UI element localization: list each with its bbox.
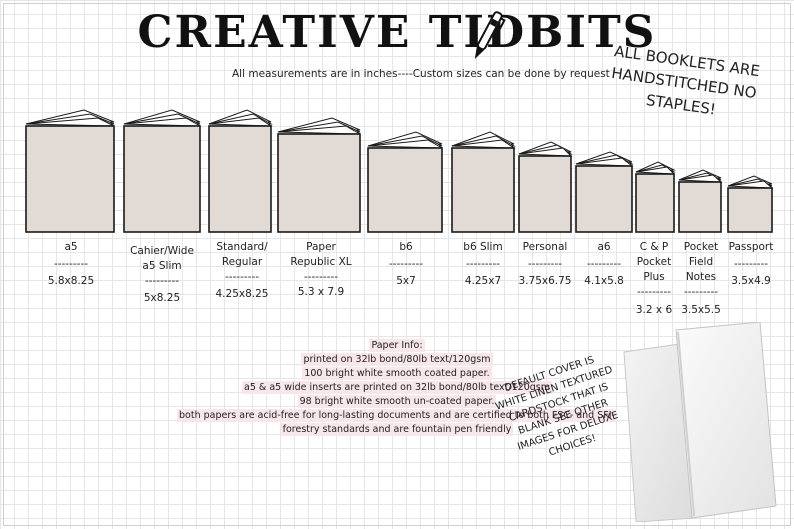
size-name: Standard/: [216, 241, 268, 253]
paper-info-line: Paper Info:: [369, 339, 425, 352]
size-dimensions: 5.8x8.25: [47, 275, 95, 287]
size-name: b6 Slim: [463, 241, 503, 253]
size-dimensions: 5x7: [396, 275, 416, 287]
booklet-paper-republic-xl: [276, 117, 362, 234]
booklet-passport: [726, 175, 774, 234]
size-label: b6 --------- 5x7: [366, 240, 446, 289]
brand-title: CREATIVE TIDBITS: [137, 7, 657, 58]
booklet-a6: [574, 151, 634, 234]
size-divider: ---------: [303, 271, 339, 283]
paper-info-row: 98 bright white smooth un-coated paper.: [0, 394, 794, 410]
size-name: b6: [399, 241, 413, 253]
booklet-cp-pocket-plus: [634, 161, 676, 234]
size-name: Cahier/Wide: [130, 245, 194, 257]
size-dimensions: 4.25x8.25: [215, 288, 269, 300]
size-dimensions: 3.5x5.5: [681, 304, 721, 316]
size-name: Paper: [306, 241, 336, 253]
size-dimensions: 3.5x4.9: [731, 275, 771, 287]
size-name: Regular: [221, 256, 263, 268]
size-dimensions: 3.75x6.75: [518, 275, 572, 287]
size-divider: ---------: [53, 258, 89, 270]
size-divider: ---------: [224, 271, 260, 283]
size-name: Passport: [728, 241, 774, 253]
size-dimensions: 4.1x5.8: [584, 275, 624, 287]
size-name: a5: [64, 241, 78, 253]
size-dimensions: 5x8.25: [143, 292, 181, 304]
size-name: Pocket: [683, 241, 719, 253]
size-divider: ---------: [527, 258, 563, 270]
size-name: C & P: [639, 241, 669, 253]
paper-info-line: 100 bright white smooth coated paper.: [302, 367, 492, 380]
size-label: a6 --------- 4.1x5.8: [576, 240, 632, 289]
size-label: Passport --------- 3.5x4.9: [724, 240, 778, 289]
booklet-b6: [366, 131, 444, 234]
paper-info-line: forestry standards and are fountain pen …: [280, 423, 514, 436]
size-name: a5 Slim: [142, 260, 182, 272]
paper-info-line: printed on 32lb bond/80lb text/120gsm: [301, 353, 493, 366]
size-divider: ---------: [683, 286, 719, 298]
booklet-pocket-field-notes: [677, 169, 723, 234]
size-name: Plus: [643, 271, 665, 283]
size-label: Cahier/Wide a5 Slim --------- 5x8.25: [118, 244, 206, 306]
booklet-cahier: [122, 109, 202, 234]
size-name: Notes: [685, 271, 717, 283]
size-divider: ---------: [144, 275, 180, 287]
paper-info-line: a5 & a5 wide inserts are printed on 32lb…: [242, 381, 552, 394]
booklet-standard: [207, 109, 273, 234]
paper-info-line: both papers are acid-free for long-lasti…: [177, 409, 617, 422]
booklet-b6-slim: [450, 131, 516, 234]
paper-info-row: forestry standards and are fountain pen …: [0, 422, 794, 438]
paper-info-row: printed on 32lb bond/80lb text/120gsm: [0, 352, 794, 368]
paper-info-row: 100 bright white smooth coated paper.: [0, 366, 794, 382]
size-dimensions: 3.2 x 6: [635, 304, 673, 316]
size-name: Personal: [522, 241, 568, 253]
white-notebooks-image: [623, 322, 777, 522]
size-label: Pocket Field Notes --------- 3.5x5.5: [676, 240, 726, 318]
size-name: Republic XL: [290, 256, 352, 268]
pen-icon: [474, 11, 506, 59]
size-name: Pocket: [636, 256, 672, 268]
size-divider: ---------: [586, 258, 622, 270]
size-dimensions: 5.3 x 7.9: [297, 286, 345, 298]
page-frame: [3, 3, 791, 526]
paper-info-title: Paper Info:: [0, 338, 794, 354]
size-label: a5 --------- 5.8x8.25: [24, 240, 118, 289]
size-label: Standard/ Regular --------- 4.25x8.25: [206, 240, 278, 302]
size-dimensions: 4.25x7: [464, 275, 502, 287]
size-name: Field: [688, 256, 714, 268]
paper-info-line: 98 bright white smooth un-coated paper.: [297, 395, 497, 408]
size-divider: ---------: [388, 258, 424, 270]
size-label: C & P Pocket Plus --------- 3.2 x 6: [630, 240, 678, 318]
paper-info-row: a5 & a5 wide inserts are printed on 32lb…: [0, 380, 794, 396]
paper-info-row: both papers are acid-free for long-lasti…: [0, 408, 794, 424]
size-label: b6 Slim --------- 4.25x7: [448, 240, 518, 289]
size-name: a6: [597, 241, 611, 253]
booklet-a5: [24, 109, 116, 234]
size-divider: ---------: [636, 286, 672, 298]
size-divider: ---------: [465, 258, 501, 270]
size-label: Paper Republic XL --------- 5.3 x 7.9: [278, 240, 364, 300]
size-label: Personal --------- 3.75x6.75: [514, 240, 576, 289]
booklet-personal: [517, 141, 573, 234]
measurement-note: All measurements are in inches----Custom…: [232, 68, 610, 80]
size-divider: ---------: [733, 258, 769, 270]
